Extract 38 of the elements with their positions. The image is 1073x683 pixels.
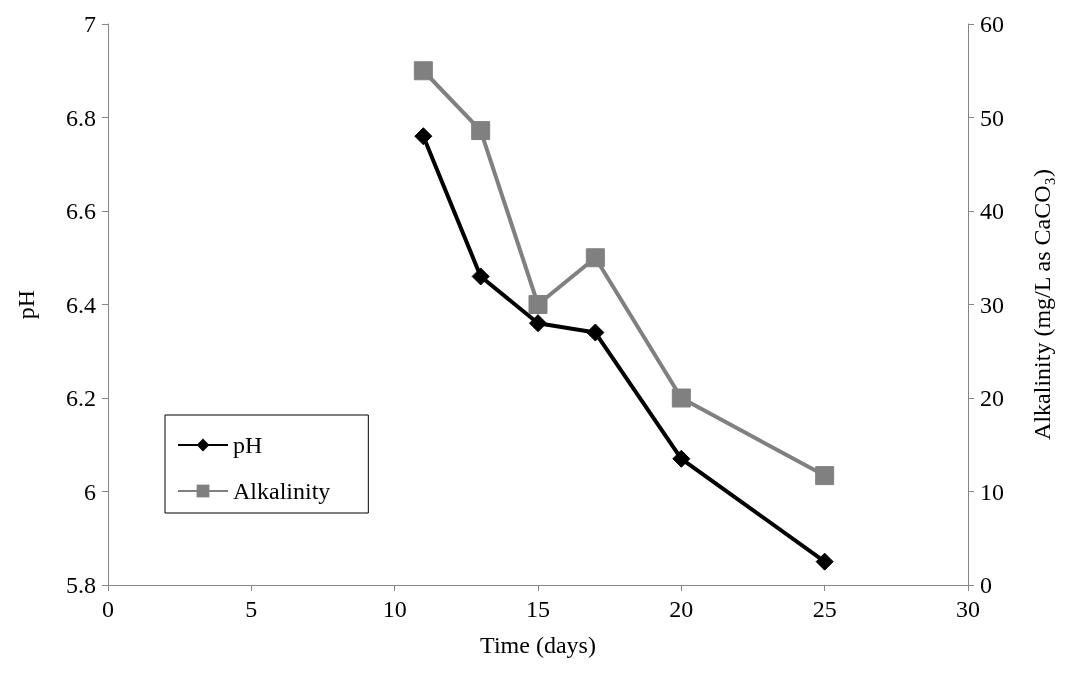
point [414,127,433,146]
point [586,323,605,342]
x-tick-label: 30 [956,596,980,622]
legend-label: Alkalinity [233,478,331,504]
point [471,121,491,141]
y-tick-label: 5.8 [66,572,96,598]
y2-tick-label: 0 [980,572,992,598]
x-tick-label: 15 [526,596,550,622]
y-tick-label: 7 [84,11,96,37]
y-tick-label: 6.8 [66,104,96,131]
y2-tick-label: 60 [980,11,1004,37]
point [815,466,835,486]
y-axis-title: pH [13,289,39,320]
y-tick-label: 6.2 [66,385,96,411]
point [413,61,433,81]
point [529,314,547,333]
x-axis-title: Time (days) [480,632,596,658]
y-tick-label: 6.4 [66,291,96,318]
x-tick-label: 10 [382,596,407,622]
x-tick-label: 0 [102,596,114,622]
point [585,248,605,268]
x-tick-label: 20 [669,596,694,622]
y2-tick-label: 40 [980,198,1004,224]
y2-tick-label: 50 [980,104,1004,131]
y-tick-label: 6 [84,478,96,505]
y2-tick-label: 20 [980,385,1004,411]
x-tick-label: 25 [812,596,837,622]
legend-label: pH [233,432,263,458]
y2-axis-title: Alkalinity (mg/L as CaCO₃) [1029,169,1055,440]
y-tick-label: 6.6 [66,198,96,224]
point [815,552,834,571]
point [528,295,548,314]
point [471,267,490,286]
y2-tick-label: 30 [980,291,1004,318]
x-tick-label: 5 [245,596,258,622]
point [671,388,691,408]
point [672,449,691,468]
y2-tick-label: 10 [980,478,1004,505]
